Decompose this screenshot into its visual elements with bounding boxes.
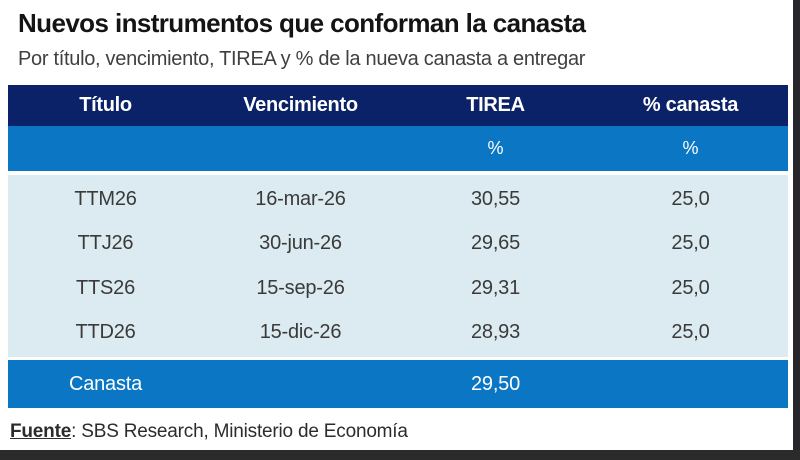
window-edge-right xyxy=(793,0,800,460)
unit-tirea: % xyxy=(487,138,504,158)
cell-titulo: TTM26 xyxy=(74,187,137,210)
table-row: TTM26 16-mar-26 30,55 25,0 xyxy=(8,177,788,222)
source-note: Fuente: SBS Research, Ministerio de Econ… xyxy=(10,421,408,443)
cell-titulo: TTD26 xyxy=(75,321,136,344)
table-body: TTM26 16-mar-26 30,55 25,0 TTJ26 30-jun-… xyxy=(8,175,788,357)
cell-tirea: 29,31 xyxy=(470,276,521,299)
source-text: : SBS Research, Ministerio de Economía xyxy=(71,421,408,442)
column-header-tirea: TIREA xyxy=(466,94,525,116)
table-row: TTD26 15-dic-26 28,93 25,0 xyxy=(8,311,788,356)
cell-canasta: 25,0 xyxy=(671,187,710,210)
summary-row-canasta: Canasta 29,50 xyxy=(8,360,788,408)
page-subtitle: Por título, vencimiento, TIREA y % de la… xyxy=(18,48,586,70)
cell-canasta: 25,0 xyxy=(671,232,710,255)
column-header-vencimiento: Vencimiento xyxy=(243,94,358,116)
cell-vencimiento: 16-mar-26 xyxy=(255,187,346,210)
source-label: Fuente xyxy=(10,421,72,442)
page-title: Nuevos instrumentos que conforman la can… xyxy=(18,8,586,38)
summary-label: Canasta xyxy=(68,372,143,395)
instruments-table: Título Vencimiento TIREA % canasta % % T… xyxy=(8,85,788,408)
cell-canasta: 25,0 xyxy=(671,276,710,299)
cell-titulo: TTJ26 xyxy=(77,232,134,255)
unit-canasta: % xyxy=(682,138,699,158)
window-edge-bottom xyxy=(0,450,800,460)
cell-tirea: 30,55 xyxy=(470,187,521,210)
column-header-canasta: % canasta xyxy=(642,94,739,116)
cell-tirea: 28,93 xyxy=(470,321,521,344)
units-row: % % xyxy=(8,126,788,171)
summary-tirea: 29,50 xyxy=(470,372,521,395)
table-row: TTS26 15-sep-26 29,31 25,0 xyxy=(8,266,788,311)
cell-vencimiento: 15-sep-26 xyxy=(256,276,345,299)
column-header-titulo: Título xyxy=(79,94,132,116)
cell-tirea: 29,65 xyxy=(470,232,521,255)
cell-canasta: 25,0 xyxy=(671,321,710,344)
cell-titulo: TTS26 xyxy=(75,276,136,299)
cell-vencimiento: 30-jun-26 xyxy=(259,232,342,255)
cell-vencimiento: 15-dic-26 xyxy=(259,321,342,344)
table-row: TTJ26 30-jun-26 29,65 25,0 xyxy=(8,222,788,267)
table-header-row: Título Vencimiento TIREA % canasta xyxy=(8,85,788,126)
